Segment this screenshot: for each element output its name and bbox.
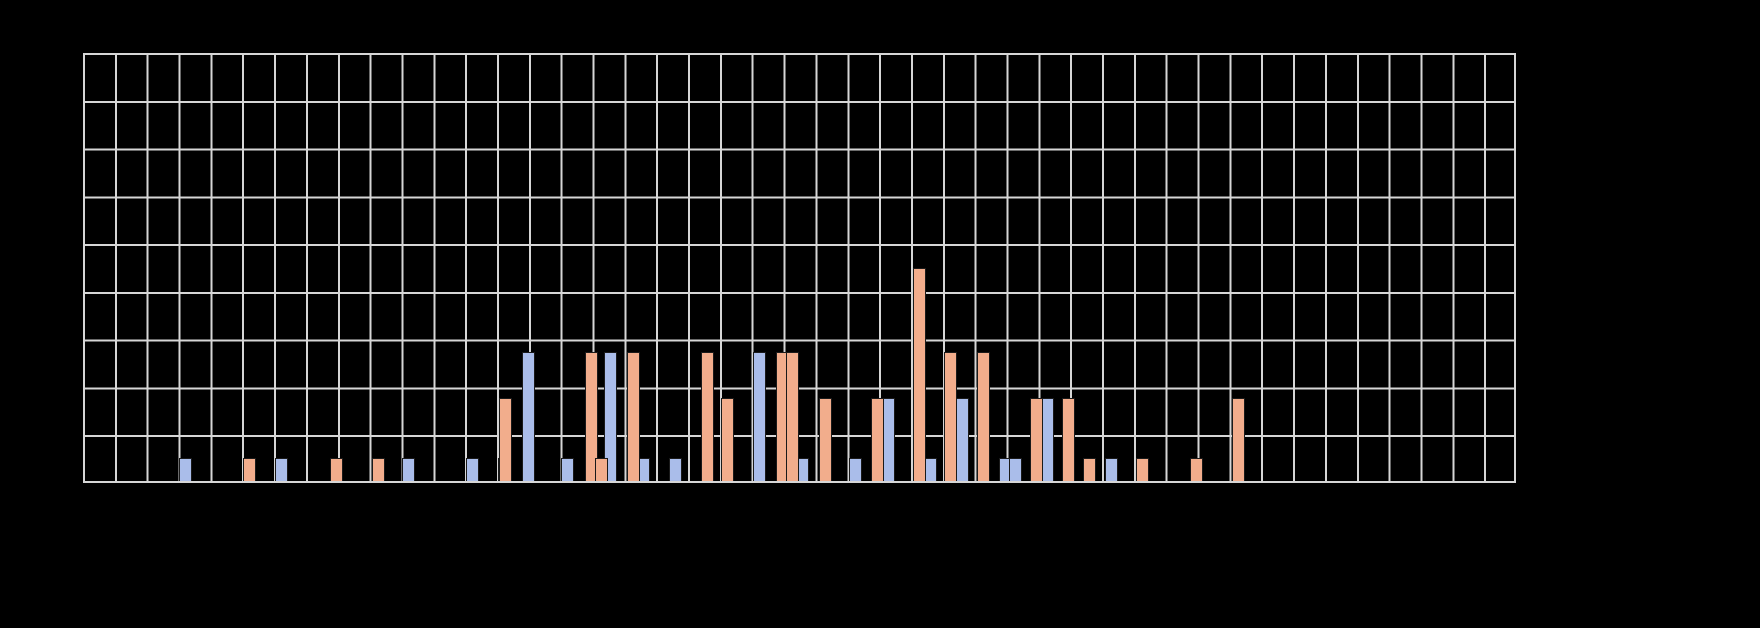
bar-series-a-15 [955, 397, 969, 483]
bar-series-b-12 [871, 397, 885, 483]
bar-series-b-20 [1189, 458, 1203, 483]
bar-series-b-18 [1082, 458, 1096, 483]
bar-series-a-9 [668, 458, 682, 483]
bar-series-b-11 [818, 397, 832, 483]
bar-series-a-0 [179, 458, 193, 483]
bar-series-b-15 [977, 351, 991, 483]
bar-series-b-2 [372, 458, 386, 483]
bar-series-b-3 [498, 397, 512, 483]
bar-series-b-19 [1136, 458, 1150, 483]
bar-series-b-1 [329, 458, 343, 483]
bar-series-b-21 [1231, 397, 1245, 483]
bar-series-a-3 [465, 458, 479, 483]
bar-series-b-6 [626, 351, 640, 483]
bar-series-a-14 [923, 458, 937, 483]
right-axis-line [1514, 53, 1516, 483]
bar-series-a-1 [274, 458, 288, 483]
plot-area [83, 53, 1516, 483]
bottom-axis-line [83, 481, 1516, 483]
bar-series-b-14 [944, 351, 958, 483]
bar-series-a-19 [1009, 458, 1023, 483]
bar-series-b-5 [595, 458, 609, 483]
bar-series-a-18 [1104, 458, 1118, 483]
bar-series-b-16 [1030, 397, 1044, 483]
bar-series-b-7 [700, 351, 714, 483]
bar-series-b-13 [912, 268, 926, 483]
bar-series-a-2 [402, 458, 416, 483]
bars-layer [83, 53, 1516, 483]
bar-series-a-6 [561, 458, 575, 483]
bar-series-b-8 [721, 397, 735, 483]
bar-series-b-10 [786, 351, 800, 483]
bar-series-a-12 [848, 458, 862, 483]
bar-series-b-17 [1062, 397, 1076, 483]
bar-series-a-5 [521, 351, 535, 483]
bar-series-b-0 [242, 458, 256, 483]
bar-series-a-10 [753, 351, 767, 483]
